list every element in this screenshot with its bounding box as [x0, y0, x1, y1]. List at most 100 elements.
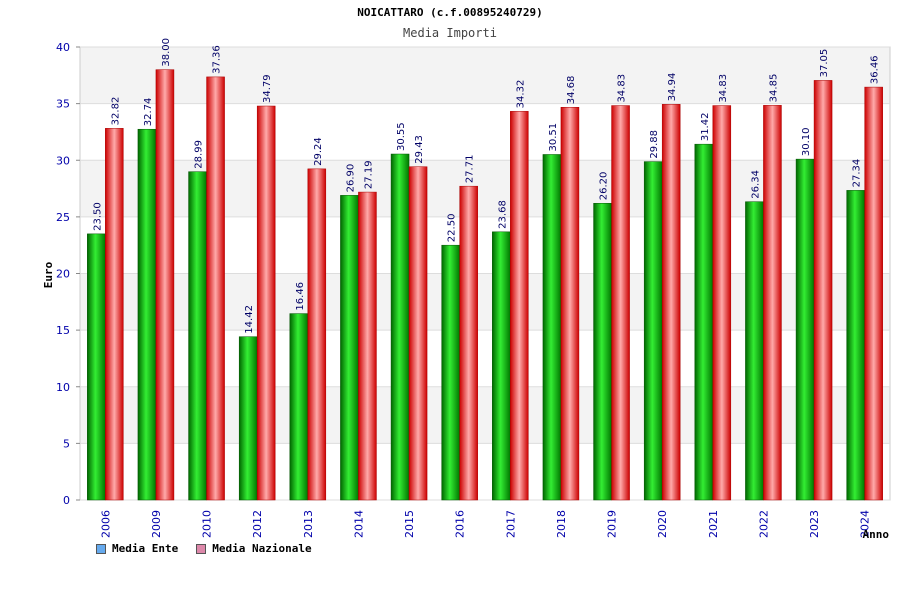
x-tick-label: 2022	[757, 510, 770, 538]
bar-ente	[137, 128, 157, 501]
x-tick-label: 2019	[606, 510, 619, 538]
bar-nazionale	[661, 104, 681, 501]
x-tick-label: 2015	[403, 510, 416, 538]
data-label: 27.34	[852, 159, 863, 188]
data-label: 28.99	[194, 140, 205, 169]
data-label: 23.68	[497, 200, 508, 229]
data-label: 32.82	[110, 97, 121, 126]
bar-ente	[340, 195, 359, 501]
x-tick-label: 2016	[454, 510, 467, 538]
bar-nazionale	[105, 128, 124, 501]
data-label: 29.24	[313, 137, 324, 166]
data-label: 30.55	[396, 122, 407, 151]
bar-ente	[795, 158, 815, 501]
legend-item-ente: Media Ente	[96, 542, 178, 555]
bar-ente	[441, 244, 460, 501]
data-label: 34.68	[566, 76, 577, 105]
legend-item-nazionale: Media Nazionale	[196, 542, 312, 555]
bar-nazionale	[864, 86, 883, 501]
data-label: 16.46	[295, 282, 306, 311]
legend: Media Ente Media Nazionale	[96, 542, 312, 555]
y-tick-label: 15	[56, 324, 70, 337]
y-tick-label: 40	[56, 41, 70, 54]
bar-ente	[694, 143, 714, 501]
data-label: 34.32	[515, 80, 526, 109]
x-tick-label: 2010	[201, 510, 214, 538]
data-label: 30.51	[548, 123, 559, 152]
y-tick-label: 30	[56, 154, 70, 167]
y-tick-label: 25	[56, 211, 70, 224]
data-label: 31.42	[700, 113, 711, 142]
x-tick-label: 2023	[808, 510, 821, 538]
data-label: 26.20	[599, 172, 610, 201]
chart-subtitle: Media Importi	[403, 26, 497, 40]
x-axis-label: Anno	[863, 528, 890, 541]
data-label: 29.43	[414, 135, 425, 164]
bar-ente	[87, 233, 106, 501]
bar-ente	[390, 153, 410, 501]
data-label: 37.05	[819, 49, 830, 78]
bar-nazionale	[307, 168, 327, 501]
legend-label-nazionale: Media Nazionale	[212, 542, 312, 555]
x-tick-label: 2013	[302, 510, 315, 538]
bar-ente	[542, 154, 562, 501]
data-label: 26.90	[345, 164, 356, 193]
data-label: 36.46	[870, 55, 881, 84]
bar-nazionale	[813, 80, 833, 501]
bars-group: 23.50 32.82 32.74 38.00 28.99 37.36 14.42 34.79…	[87, 38, 883, 501]
legend-swatch-nazionale	[196, 543, 207, 554]
y-axis-label: Euro	[42, 261, 55, 288]
x-tick-label: 2017	[504, 510, 517, 538]
x-tick-label: 2020	[656, 510, 669, 538]
data-label: 38.00	[161, 38, 172, 67]
x-tick-label: 2014	[352, 510, 365, 538]
x-tick-label: 2012	[251, 510, 264, 538]
data-label: 34.83	[617, 74, 628, 103]
bar-nazionale	[763, 105, 782, 501]
data-label: 34.85	[768, 74, 779, 103]
y-tick-label: 0	[63, 494, 70, 507]
data-label: 27.19	[363, 160, 374, 189]
bar-nazionale	[712, 105, 732, 501]
bar-ente	[593, 203, 612, 501]
x-tick-label: 2024	[859, 510, 872, 538]
data-label: 26.34	[750, 170, 761, 199]
y-tick-label: 10	[56, 381, 70, 394]
data-label: 27.71	[465, 155, 476, 184]
bar-nazionale	[459, 185, 478, 501]
y-tick-label: 35	[56, 98, 70, 111]
y-tick-label: 20	[56, 268, 70, 281]
bar-ente	[188, 171, 207, 501]
data-label: 22.50	[447, 214, 458, 243]
bar-nazionale	[408, 166, 428, 501]
x-tick-label: 2021	[707, 510, 720, 538]
bar-ente	[492, 231, 511, 501]
data-label: 23.50	[92, 202, 103, 231]
x-tick-label: 2018	[555, 510, 568, 538]
data-label: 37.36	[212, 45, 223, 74]
data-label: 14.42	[244, 305, 255, 334]
bar-ente	[846, 190, 865, 501]
data-label: 34.79	[262, 74, 273, 103]
data-label: 30.10	[801, 127, 812, 156]
legend-label-ente: Media Ente	[112, 542, 179, 555]
bar-ente	[289, 313, 309, 501]
bar-ente	[238, 336, 258, 501]
data-label: 34.83	[718, 74, 729, 103]
bar-nazionale	[560, 106, 580, 501]
bar-nazionale	[611, 105, 630, 501]
bar-nazionale	[256, 105, 276, 501]
data-label: 29.88	[649, 130, 660, 159]
bar-nazionale	[510, 111, 529, 501]
bar-nazionale	[358, 191, 377, 501]
x-tick-label: 2006	[99, 510, 112, 538]
y-tick-label: 5	[63, 437, 70, 450]
data-label: 34.94	[667, 73, 678, 102]
bar-nazionale	[155, 69, 175, 501]
data-label: 32.74	[143, 98, 154, 127]
chart-title: NOICATTARO (c.f.00895240729)	[357, 6, 543, 19]
x-tick-label: 2009	[150, 510, 163, 538]
bar-nazionale	[206, 76, 225, 501]
legend-swatch-ente	[96, 543, 106, 554]
